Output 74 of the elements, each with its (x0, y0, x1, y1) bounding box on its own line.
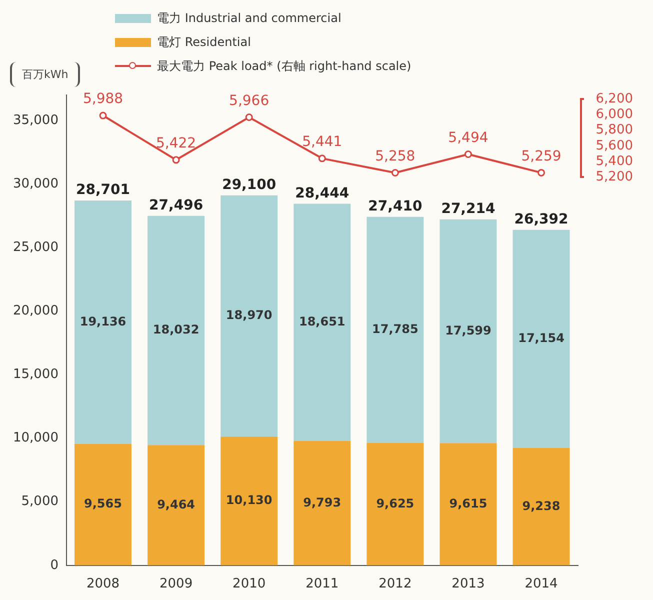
total-label: 29,100 (222, 177, 276, 194)
y-tick-label: 30,000 (12, 176, 58, 192)
data-label: 9,793 (303, 495, 342, 510)
legend-label: 最大電力 Peak load* (右軸 right-hand scale) (157, 58, 412, 74)
bar (148, 445, 205, 566)
data-label: 5,494 (448, 130, 488, 146)
x-tick-label: 2010 (232, 576, 266, 592)
point (391, 169, 399, 177)
y2-tick-label: 5,400 (596, 154, 633, 170)
bar (220, 436, 278, 566)
x-tick-label: 2013 (452, 576, 485, 592)
bar (512, 448, 570, 566)
point (538, 168, 546, 176)
bar (294, 440, 351, 566)
y-axis-title: 百万kWh (10, 62, 80, 87)
bar (366, 443, 424, 566)
data-label: 9,615 (449, 496, 488, 510)
y2-tick-label: 6,200 (596, 91, 633, 106)
data-label: 5,259 (521, 148, 562, 164)
data-label: 5,966 (229, 92, 270, 109)
bar (440, 443, 497, 566)
x-tick-label: 2011 (306, 576, 339, 592)
data-label: 9,464 (157, 497, 196, 512)
bar (294, 204, 351, 441)
data-label: 9,238 (522, 498, 560, 513)
data-label: 9,565 (84, 496, 122, 511)
x-tick-label: 2008 (86, 576, 120, 592)
data-label: 18,970 (226, 308, 272, 322)
y-tick-label: 15,000 (12, 367, 58, 382)
y2-tick-label: 6,000 (596, 106, 633, 122)
x-tick-label: 2012 (378, 576, 412, 592)
y-tick-label: 5,000 (21, 494, 58, 510)
y2-tick-label: 5,800 (596, 122, 633, 138)
bar (366, 216, 424, 444)
total-label: 27,410 (368, 198, 422, 215)
legend-label: 電灯 Residential (157, 34, 251, 50)
bar (74, 200, 132, 444)
data-label: 10,130 (226, 493, 272, 508)
bar (512, 230, 570, 448)
y-tick-label: 20,000 (12, 304, 58, 319)
point (245, 114, 253, 122)
x-tick-label: 2009 (160, 576, 193, 592)
data-label: 5,441 (302, 134, 342, 150)
point (172, 156, 180, 164)
y2-tick-label: 5,200 (596, 170, 633, 185)
point (464, 150, 472, 158)
data-label: 9,625 (376, 496, 414, 510)
total-label: 28,701 (76, 182, 130, 198)
data-label: 5,422 (156, 136, 196, 152)
data-label: 19,136 (80, 314, 126, 328)
y-tick-label: 0 (50, 558, 58, 573)
point (99, 112, 107, 120)
y2-tick-label: 5,600 (596, 138, 633, 154)
y-tick-label: 25,000 (12, 240, 58, 255)
data-label: 17,785 (372, 322, 418, 336)
point (318, 154, 326, 162)
total-label: 27,496 (149, 197, 204, 214)
y-tick-label: 10,000 (12, 430, 58, 446)
total-label: 28,444 (295, 185, 350, 202)
total-label: 26,392 (514, 212, 568, 228)
legend-label: 電力 Industrial and commercial (157, 10, 342, 26)
bar (74, 444, 132, 566)
data-label: 18,032 (152, 322, 200, 337)
data-label: 17,599 (445, 323, 492, 338)
bar (220, 195, 278, 437)
total-label: 27,214 (441, 201, 496, 218)
x-tick-label: 2014 (524, 576, 558, 592)
y-tick-label: 35,000 (12, 112, 58, 128)
data-label: 18,651 (298, 314, 346, 328)
data-label: 17,154 (518, 331, 564, 346)
bar (440, 219, 497, 444)
data-label: 5,988 (82, 91, 124, 108)
data-label: 5,258 (375, 148, 416, 164)
bar (148, 216, 205, 446)
